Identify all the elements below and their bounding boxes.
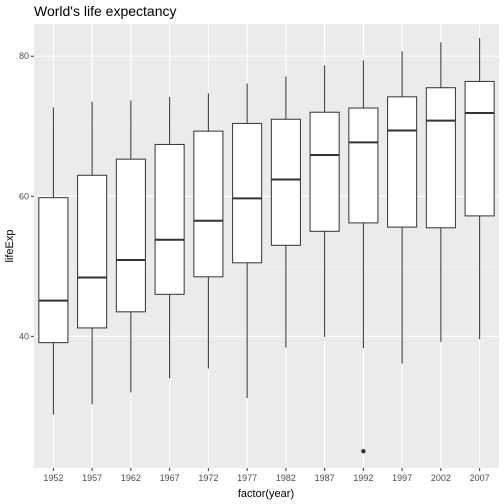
iqr-box [270, 118, 301, 246]
y-tick-label: 80 [19, 51, 29, 61]
iqr-box [348, 107, 379, 224]
iqr-box [232, 122, 263, 264]
box-1952 [38, 107, 69, 415]
box-2002 [425, 42, 456, 342]
box-1992 [348, 60, 379, 454]
x-tick-label: 1967 [160, 473, 180, 483]
x-tick-label: 1997 [392, 473, 412, 483]
x-tick-label: 1957 [82, 473, 102, 483]
box-1977 [232, 83, 263, 398]
iqr-box [38, 197, 69, 344]
x-tick-label: 1962 [121, 473, 141, 483]
box-2007 [464, 38, 495, 340]
iqr-box [309, 111, 340, 232]
y-tick-label: 40 [19, 331, 29, 341]
box-1962 [115, 100, 146, 393]
box-1957 [77, 101, 108, 405]
x-tick-label: 2007 [470, 473, 490, 483]
x-tick-label: 1977 [237, 473, 257, 483]
outlier-point [361, 448, 366, 454]
iqr-box [464, 80, 495, 217]
box-1987 [309, 65, 340, 338]
y-axis: 40 60 80 [19, 51, 34, 341]
iqr-box [193, 130, 224, 278]
x-tick-label: 1972 [198, 473, 218, 483]
box-1997 [387, 51, 418, 364]
y-tick-label: 60 [19, 191, 29, 201]
box-1967 [154, 96, 185, 379]
box-1972 [193, 93, 224, 369]
iqr-box [77, 174, 108, 329]
x-tick-label: 1992 [353, 473, 373, 483]
chart-title: World's life expectancy [34, 3, 176, 19]
iqr-box [425, 87, 456, 229]
x-tick-label: 1982 [276, 473, 296, 483]
x-axis: 1952 1957 1962 1967 1972 1977 1982 1987 1992 1997… [43, 468, 490, 483]
x-tick-label: 2002 [431, 473, 451, 483]
plot-panel [34, 24, 499, 468]
box-1982 [270, 76, 301, 348]
x-axis-title: factor(year) [238, 488, 294, 500]
iqr-box [387, 96, 418, 228]
iqr-box [115, 158, 146, 313]
box-series [38, 38, 495, 454]
x-tick-label: 1987 [315, 473, 335, 483]
x-tick-label: 1952 [43, 473, 63, 483]
iqr-box [154, 143, 185, 295]
y-axis-title: lifeExp [4, 229, 16, 262]
